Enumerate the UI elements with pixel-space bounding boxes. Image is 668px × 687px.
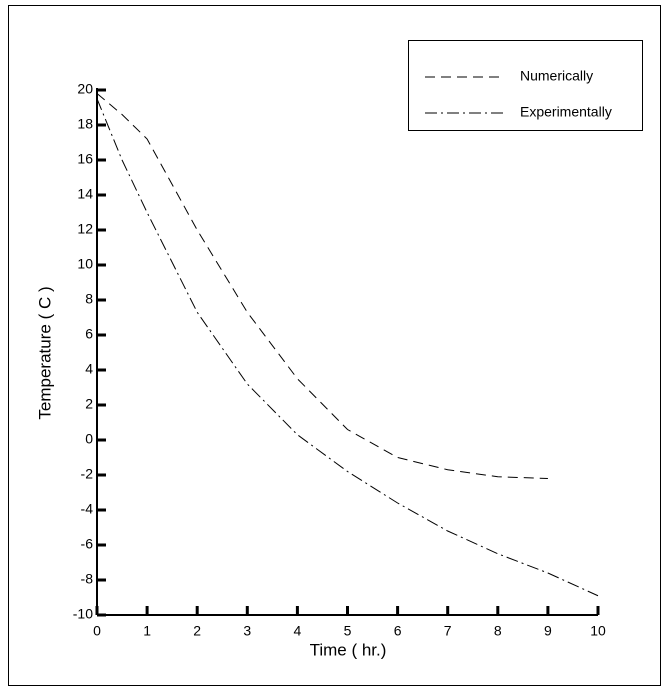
y-tick-label: 6 [85, 326, 93, 342]
x-tick-label: 5 [344, 623, 352, 639]
x-tick-label: 4 [294, 623, 302, 639]
legend-label: Numerically [520, 68, 593, 84]
x-tick-label: 3 [243, 623, 251, 639]
y-tick-label: -6 [81, 536, 94, 552]
x-tick-label: 7 [444, 623, 452, 639]
y-tick-label: 14 [77, 186, 93, 202]
y-tick-label: 2 [85, 396, 93, 412]
y-tick-label: 8 [85, 291, 93, 307]
y-tick-label: 12 [77, 221, 93, 237]
y-tick-label: 10 [77, 256, 93, 272]
series-line [96, 98, 599, 597]
y-tick-label: 4 [85, 361, 93, 377]
y-tick-label: 16 [77, 151, 93, 167]
x-tick-label: 6 [394, 623, 402, 639]
x-axis-label: Time ( hr.) [310, 640, 387, 659]
y-tick-label: 20 [77, 81, 93, 97]
legend-box [408, 40, 643, 131]
y-tick-label: -8 [81, 571, 94, 587]
x-tick-label: 10 [590, 623, 606, 639]
legend-label: Experimentally [520, 104, 612, 120]
y-tick-label: 18 [77, 116, 93, 132]
y-tick-label: -10 [73, 606, 93, 622]
x-tick-label: 1 [143, 623, 151, 639]
y-tick-label: 0 [85, 431, 93, 447]
series-line [96, 93, 548, 479]
y-axis-label: Temperature ( C ) [35, 286, 54, 419]
x-tick-label: 8 [494, 623, 502, 639]
y-tick-label: -2 [81, 466, 94, 482]
x-tick-label: 9 [544, 623, 552, 639]
x-tick-label: 2 [193, 623, 201, 639]
y-tick-label: -4 [81, 501, 94, 517]
x-tick-label: 0 [93, 623, 101, 639]
frame [8, 5, 661, 686]
